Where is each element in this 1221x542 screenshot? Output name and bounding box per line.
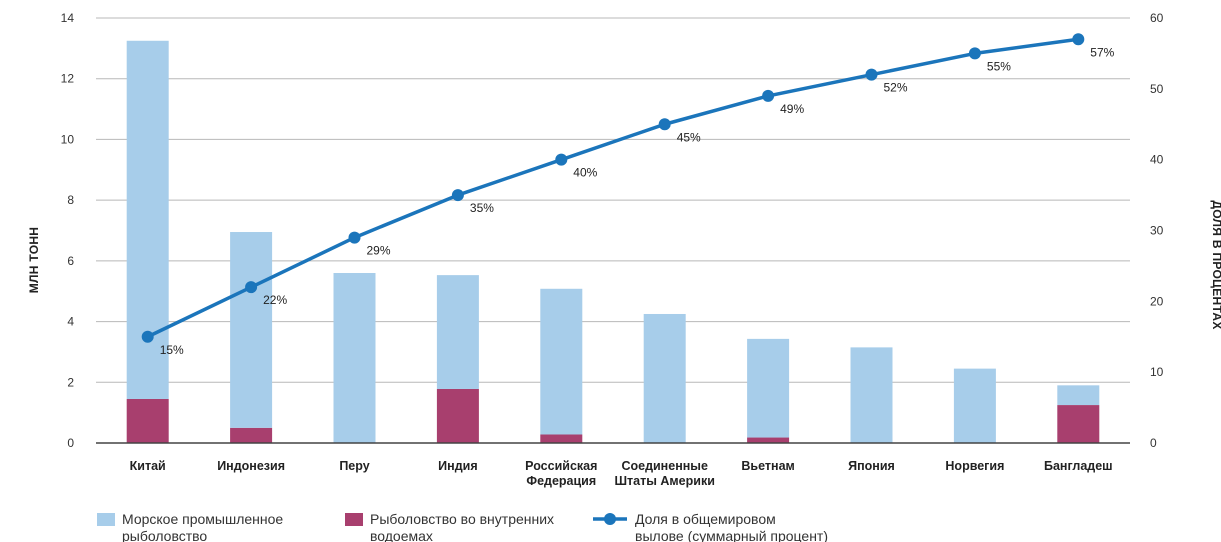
bar-inland [230,427,273,443]
cumulative-point [762,89,775,102]
legend-marker [604,513,616,525]
cumulative-percent-label: 15% [160,343,184,357]
y-left-tick-label: 0 [67,436,74,450]
cumulative-line: 15% 22% 29% 35% 40% 45% 49% 52% 55% 57% [141,33,1115,357]
y-left-tick-label: 6 [67,254,74,268]
legend: Морское промышленное рыболовство Рыболовст… [97,511,828,542]
legend-swatch [345,513,363,526]
y-right-tick-label: 0 [1150,436,1157,450]
category-label: Япония [848,459,895,473]
cumulative-percent-label: 45% [677,130,701,144]
cumulative-percent-label: 29% [367,244,391,258]
bar-marine [850,347,893,443]
cumulative-percent-label: 57% [1090,45,1114,59]
cumulative-point [451,189,464,202]
category-label: Бангладеш [1044,459,1113,473]
category-label: Соединенные Штаты Америки [615,459,715,488]
bar-marine [436,275,479,389]
bar-inland [436,388,479,443]
cumulative-line-path [146,37,1079,339]
y-left-axis-title: МЛН ТОНН [27,227,41,294]
bar-marine [230,232,273,428]
cumulative-percent-label: 52% [884,81,908,95]
cumulative-point [555,153,568,166]
category-label: Норвегия [945,459,1004,473]
bar-inland [126,398,169,443]
y-right-tick-label: 40 [1150,153,1164,167]
cumulative-percent-label: 35% [470,201,494,215]
cumulative-point [245,281,258,294]
cumulative-percent-label: 22% [263,293,287,307]
category-labels: Китай Индонезия Перу Индия Российская Федерац… [130,459,1113,488]
cumulative-point [348,231,361,244]
bar-marine [643,313,686,443]
cumulative-point [865,68,878,81]
bar-marine [747,338,790,438]
cumulative-percent-label: 40% [573,166,597,180]
y-left-tick-label: 12 [61,72,75,86]
bar-inland [540,434,583,443]
legend-label: Рыболовство во внутренних водоемах [370,511,554,542]
bar-marine [540,288,583,435]
cumulative-point [1072,33,1085,46]
y-right-axis-title: ДОЛЯ В ПРОЦЕНТАХ [1210,200,1221,329]
y-right-tick-label: 20 [1150,294,1164,308]
y-right-tick-label: 30 [1150,224,1164,238]
y-left-tick-label: 2 [67,375,74,389]
y-axis-left: 0 2 4 6 8 10 12 14 [61,11,75,450]
cumulative-point [141,330,154,343]
y-right-tick-label: 10 [1150,365,1164,379]
category-label: Вьетнам [741,459,794,473]
category-label: Индонезия [217,459,285,473]
y-right-tick-label: 50 [1150,82,1164,96]
cumulative-percent-label: 49% [780,102,804,116]
bar-marine [1057,385,1100,406]
y-left-tick-label: 4 [67,315,74,329]
y-right-tick-label: 60 [1150,11,1164,25]
bar-marine [333,273,376,443]
cumulative-point [968,47,981,60]
category-label: Индия [438,459,477,473]
bar-marine [953,368,996,443]
legend-label: Морское промышленное рыболовство [122,511,283,542]
bar-inland [1057,405,1100,443]
legend-label: Доля в общемировом вылове (суммарный проц… [635,511,828,542]
category-label: Российская Федерация [525,459,597,488]
axis-titles: МЛН ТОНН ДОЛЯ В ПРОЦЕНТАХ [27,200,1221,329]
y-axis-right: 0 10 20 30 40 50 60 [1150,11,1164,450]
cumulative-percent-label: 55% [987,59,1011,73]
bar-inland [747,437,790,443]
category-label: Перу [339,459,369,473]
cumulative-point [658,118,671,131]
y-left-tick-label: 10 [61,132,75,146]
category-label: Китай [130,459,166,473]
legend-swatch [97,513,115,526]
y-left-tick-label: 8 [67,193,74,207]
y-left-tick-label: 14 [61,11,75,25]
